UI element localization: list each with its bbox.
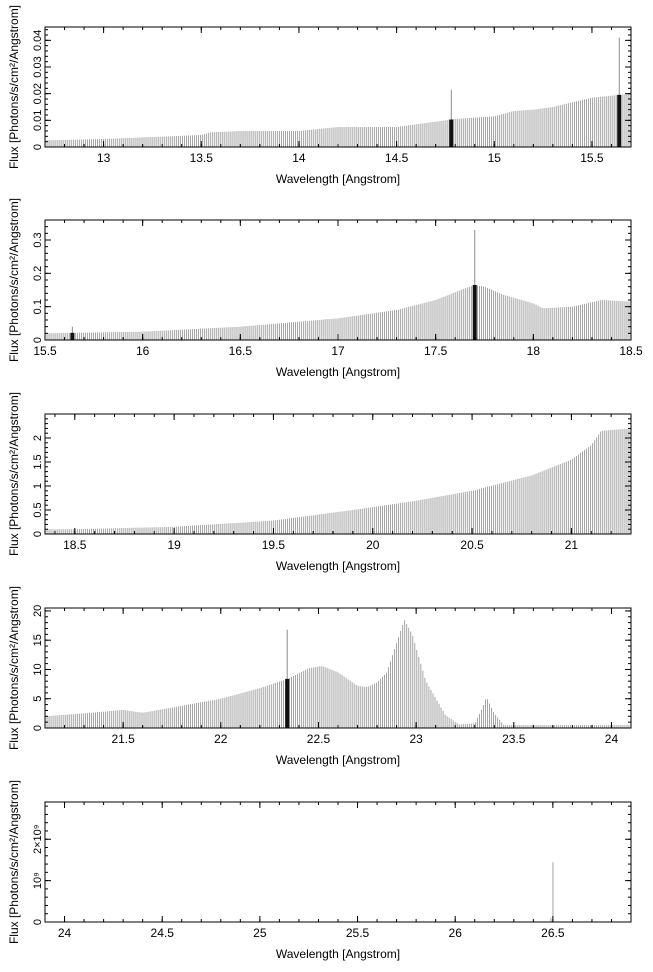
y-tick-label: 0 [32,919,44,925]
y-tick-label: 10 [32,663,44,675]
x-tick-label: 15.5 [33,344,57,358]
x-tick-label: 25.5 [346,926,370,940]
x-tick-label: 23.5 [502,732,526,746]
y-tick-label: 0.02 [32,83,44,104]
x-tick-label: 15 [488,151,502,165]
x-axis-label: Wavelength [Angstrom] [276,559,400,573]
y-tick-label: 2 [32,435,44,441]
y-tick-label: 2×10⁹ [32,824,44,854]
chart-panel-1: 13 13.5 14 14.5 15 15.5 0 0.01 0.02 0.03 0.04 Wavel… [7,5,632,186]
x-tick-label: 16 [136,344,150,358]
y-axis-label: Flux [Photons/s/cm²/Angstrom] [7,198,21,362]
x-tick-label: 19.5 [262,538,286,552]
y-tick-label: 0 [32,725,44,731]
x-tick-label: 18.5 [619,344,643,358]
emission-line-bar [617,94,622,147]
y-tick-label: 0.03 [32,56,44,77]
x-tick-label: 22.5 [307,732,331,746]
y-axis-label: Flux [Photons/s/cm²/Angstrom] [7,780,21,944]
y-tick-label: 1 [32,483,44,489]
y-tick-label: 0 [32,144,44,150]
x-tick-label: 20 [366,538,380,552]
emission-line-bar [285,678,290,728]
x-tick-label: 26.5 [541,926,565,940]
x-tick-label: 21 [565,538,579,552]
x-tick-label: 18.5 [63,538,87,552]
x-tick-label: 23 [409,732,423,746]
y-tick-label: 0.1 [32,299,44,314]
spectrum-series [44,285,632,340]
y-tick-label: 0 [32,337,44,343]
x-tick-label: 21.5 [111,732,135,746]
x-tick-label: 16.5 [229,344,253,358]
y-tick-label: 15 [32,634,44,646]
y-tick-label: 20 [32,605,44,617]
x-axis-label: Wavelength [Angstrom] [276,365,400,379]
x-tick-label: 15.5 [580,151,604,165]
x-tick-label: 17.5 [424,344,448,358]
x-tick-label: 13.5 [190,151,214,165]
y-tick-label: 5 [32,696,44,702]
y-tick-label: 0.5 [32,502,44,517]
x-tick-label: 17 [331,344,345,358]
chart-panel-3: 18.5 19 19.5 20 20.5 21 0 0.5 1 1.5 2 Wavelength [A… [7,392,632,573]
emission-line-bar [70,332,75,340]
x-tick-label: 13 [97,151,111,165]
emission-line-bar [449,119,454,147]
plot-frame [44,413,632,535]
x-tick-label: 14 [292,151,306,165]
y-tick-label: 10⁹ [32,872,44,889]
x-axis-label: Wavelength [Angstrom] [276,753,400,767]
x-tick-label: 20.5 [460,538,484,552]
y-tick-label: 0 [32,531,44,537]
chart-panel-2: 15.5 16 16.5 17 17.5 18 18.5 0 0.1 0.2 0.3 Waveleng… [7,198,643,379]
y-tick-label: 1.5 [32,454,44,469]
spectrum-series [44,93,632,147]
y-tick-label: 0.2 [32,266,44,281]
x-tick-label: 14.5 [385,151,409,165]
x-axis-label: Wavelength [Angstrom] [276,947,400,961]
y-tick-label: 0.04 [32,30,44,51]
emission-line-bar [472,285,477,340]
y-axis-label: Flux [Photons/s/cm²/Angstrom] [7,392,21,556]
x-tick-label: 24 [58,926,72,940]
x-tick-label: 18 [527,344,541,358]
x-tick-label: 26 [449,926,463,940]
x-tick-label: 24.5 [151,926,175,940]
x-axis-label: Wavelength [Angstrom] [276,172,400,186]
chart-panel-5: 24 24.5 25 25.5 26 26.5 0 10⁹ 2×10⁹ Wavelength [A… [7,780,632,961]
x-tick-label: 25 [253,926,267,940]
y-tick-label: 0.01 [32,110,44,131]
spectrum-series [44,620,632,728]
x-tick-label: 19 [167,538,181,552]
x-tick-label: 22 [214,732,228,746]
x-tick-label: 24 [605,732,619,746]
y-axis-label: Flux [Photons/s/cm²/Angstrom] [7,586,21,750]
spectrum-series [44,428,632,534]
y-tick-label: 0.3 [32,232,44,247]
chart-panel-4: 21.5 22 22.5 23 23.5 24 0 5 10 15 20 Wavelength [An… [7,586,632,767]
y-axis-label: Flux [Photons/s/cm²/Angstrom] [7,5,21,169]
plot-frame [44,801,632,923]
spectrum-series [550,862,554,922]
